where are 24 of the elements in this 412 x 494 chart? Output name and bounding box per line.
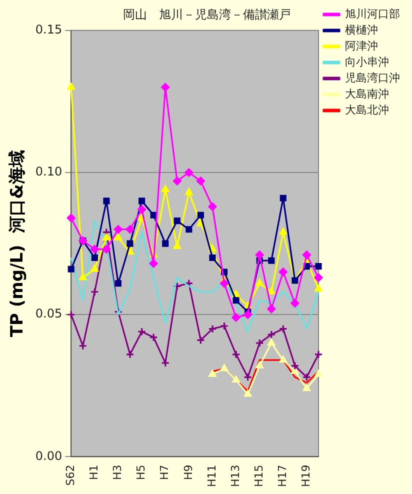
x-tick-label: H11: [205, 464, 218, 488]
x-tick-label: S62: [64, 464, 77, 486]
y-axis-title: TP (mg/L) 河口&海域: [8, 150, 28, 338]
chart-title: 岡山 旭川－児島湾－備讃瀬戸: [123, 7, 291, 22]
legend-label: 児島湾口沖: [345, 71, 400, 84]
y-tick-label: 0.05: [35, 306, 62, 321]
y-tick-label: 0.15: [35, 22, 62, 37]
x-tick-label: H3: [111, 464, 124, 480]
x-tick-label: H13: [228, 464, 242, 488]
y-tick-label: 0.10: [35, 164, 62, 179]
legend-label: 大島南沖: [345, 87, 389, 100]
x-tick-label: H1: [88, 464, 101, 480]
legend-label: 大島北沖: [345, 103, 389, 116]
x-tick-label: H9: [182, 464, 195, 480]
x-tick-label: H15: [252, 464, 266, 488]
x-tick-label: H19: [300, 464, 313, 488]
legend-label: 旭川河口部: [345, 7, 400, 20]
legend-label: 向小串沖: [345, 55, 389, 68]
x-tick-label: H7: [158, 464, 172, 480]
legend-label: 横樋沖: [345, 23, 378, 36]
x-tick-label: H5: [134, 464, 148, 480]
x-tick-label: H17: [276, 464, 290, 488]
y-tick-label: 0.00: [35, 448, 62, 463]
legend-label: 阿津沖: [345, 39, 378, 52]
